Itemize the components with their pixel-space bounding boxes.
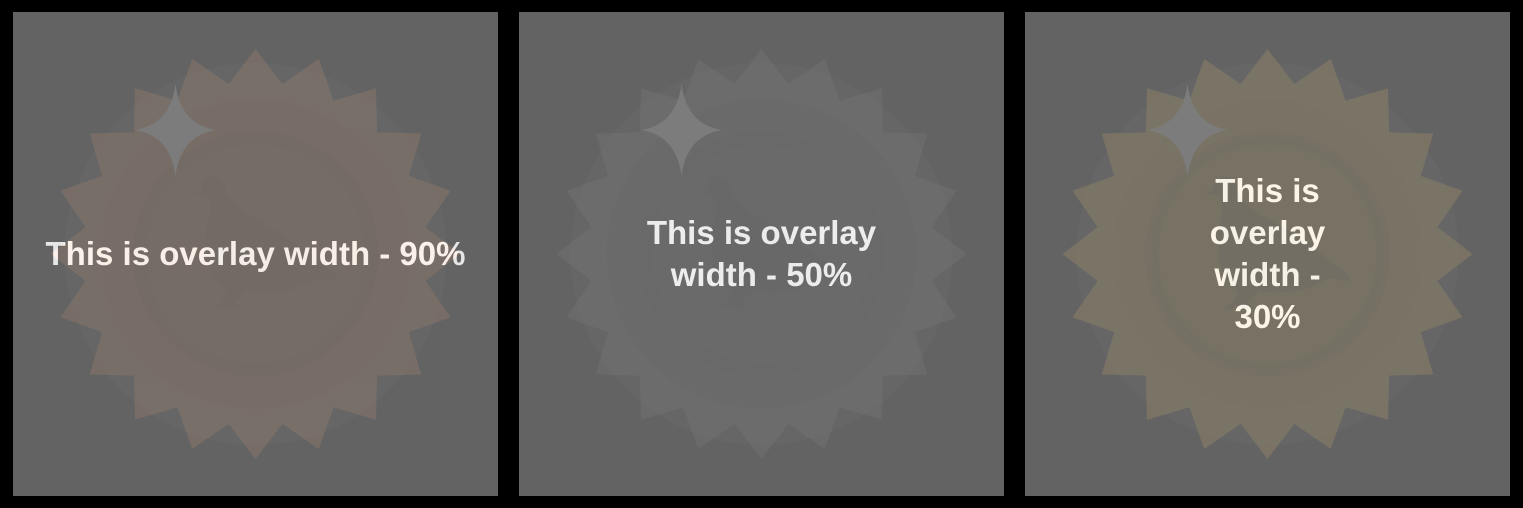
overlay-card-50[interactable]: This is overlay width - 50% (519, 12, 1004, 496)
overlay-text-container: This is overlay width - 90% (37, 12, 474, 496)
overlay: This is overlay width - 30% (1025, 12, 1510, 496)
overlay-text: This is overlay width - 90% (45, 235, 466, 272)
overlay-text-container: This is overlay width - 50% (640, 12, 883, 496)
overlay: This is overlay width - 50% (519, 12, 1004, 496)
overlay-card-90[interactable]: This is overlay width - 90% (13, 12, 498, 496)
overlay-text: This is overlay width - 30% (1209, 172, 1326, 335)
overlay-text-container: This is overlay width - 30% (1195, 12, 1341, 496)
overlay: This is overlay width - 90% (13, 12, 498, 496)
overlay-card-30[interactable]: This is overlay width - 30% (1025, 12, 1510, 496)
overlay-text: This is overlay width - 50% (646, 214, 877, 293)
